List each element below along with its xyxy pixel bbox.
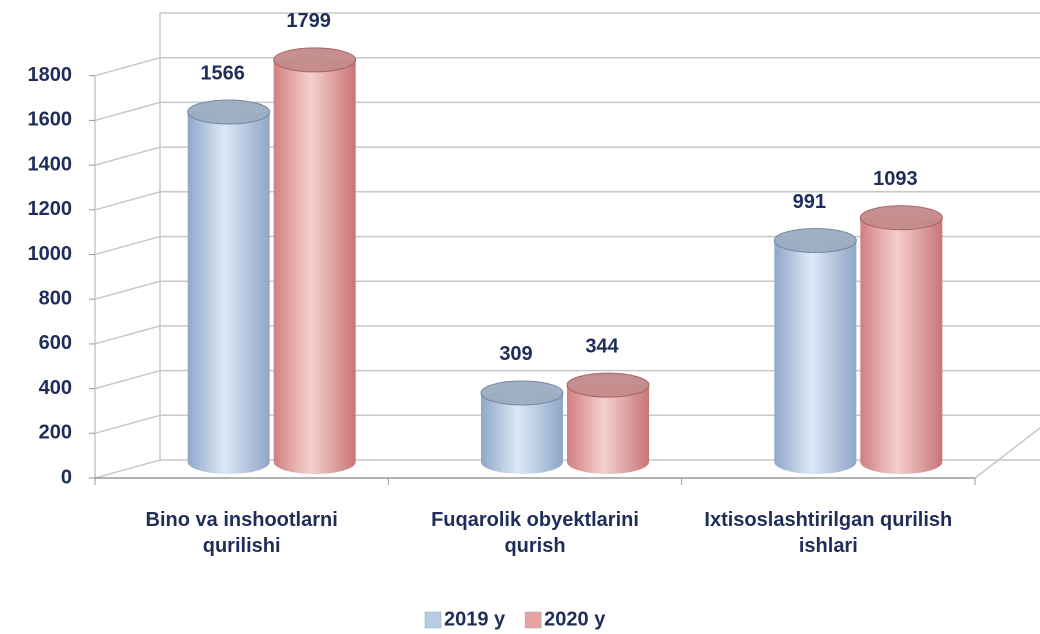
bar (481, 392, 563, 474)
grid-line (94, 280, 161, 300)
bar (567, 385, 649, 474)
bar (187, 111, 270, 474)
bar-cap (566, 372, 650, 398)
data-label: 344 (585, 335, 619, 357)
bar-cap (859, 205, 943, 231)
y-tick-label: 1200 (28, 198, 73, 220)
bar (273, 59, 356, 475)
y-tick-label: 1400 (28, 153, 73, 175)
bar (860, 217, 943, 475)
y-tick-label: 800 (39, 287, 72, 309)
x-tick-label: Fuqarolik obyektlarini qurish (431, 509, 639, 557)
legend-label: 2019 y (444, 608, 506, 630)
grid-line (94, 101, 161, 122)
y-tick-label: 200 (39, 422, 72, 444)
grid-line (94, 325, 161, 345)
bar-cap (773, 228, 857, 254)
data-label: 991 (793, 191, 826, 213)
legend-label: 2020 y (544, 608, 606, 630)
grid-line (94, 56, 161, 77)
y-tick-label: 1000 (28, 243, 73, 265)
bar-cap (187, 99, 271, 125)
bar-cap (480, 380, 564, 406)
x-tick-label: Bino va inshootlarni qurilishi (145, 509, 338, 557)
y-tick-label: 600 (39, 332, 72, 354)
y-tick-label: 1600 (28, 109, 73, 131)
floor-edge (974, 427, 1040, 479)
plot-marks: 1566 1799 309 344 991 1093 (187, 10, 943, 475)
data-label: 1566 (200, 62, 245, 84)
data-label: 1093 (873, 168, 918, 190)
data-label: 1799 (286, 10, 331, 32)
legend-swatch (424, 611, 442, 629)
grid-line (94, 191, 161, 211)
y-tick-label: 0 (61, 466, 72, 488)
y-tick-label: 400 (39, 377, 72, 399)
grid-line (94, 369, 161, 390)
legend-swatch (524, 611, 542, 629)
x-tick-label: Ixtisoslashtirilgan qurilish ishlari (704, 509, 953, 557)
grid-line (94, 235, 161, 256)
grid-line (94, 414, 161, 435)
data-label: 309 (499, 343, 532, 365)
grid-line (94, 146, 161, 166)
bar (774, 240, 857, 474)
grid-line (94, 459, 161, 479)
y-tick-label: 1800 (28, 64, 73, 86)
bar-cap (273, 47, 357, 73)
